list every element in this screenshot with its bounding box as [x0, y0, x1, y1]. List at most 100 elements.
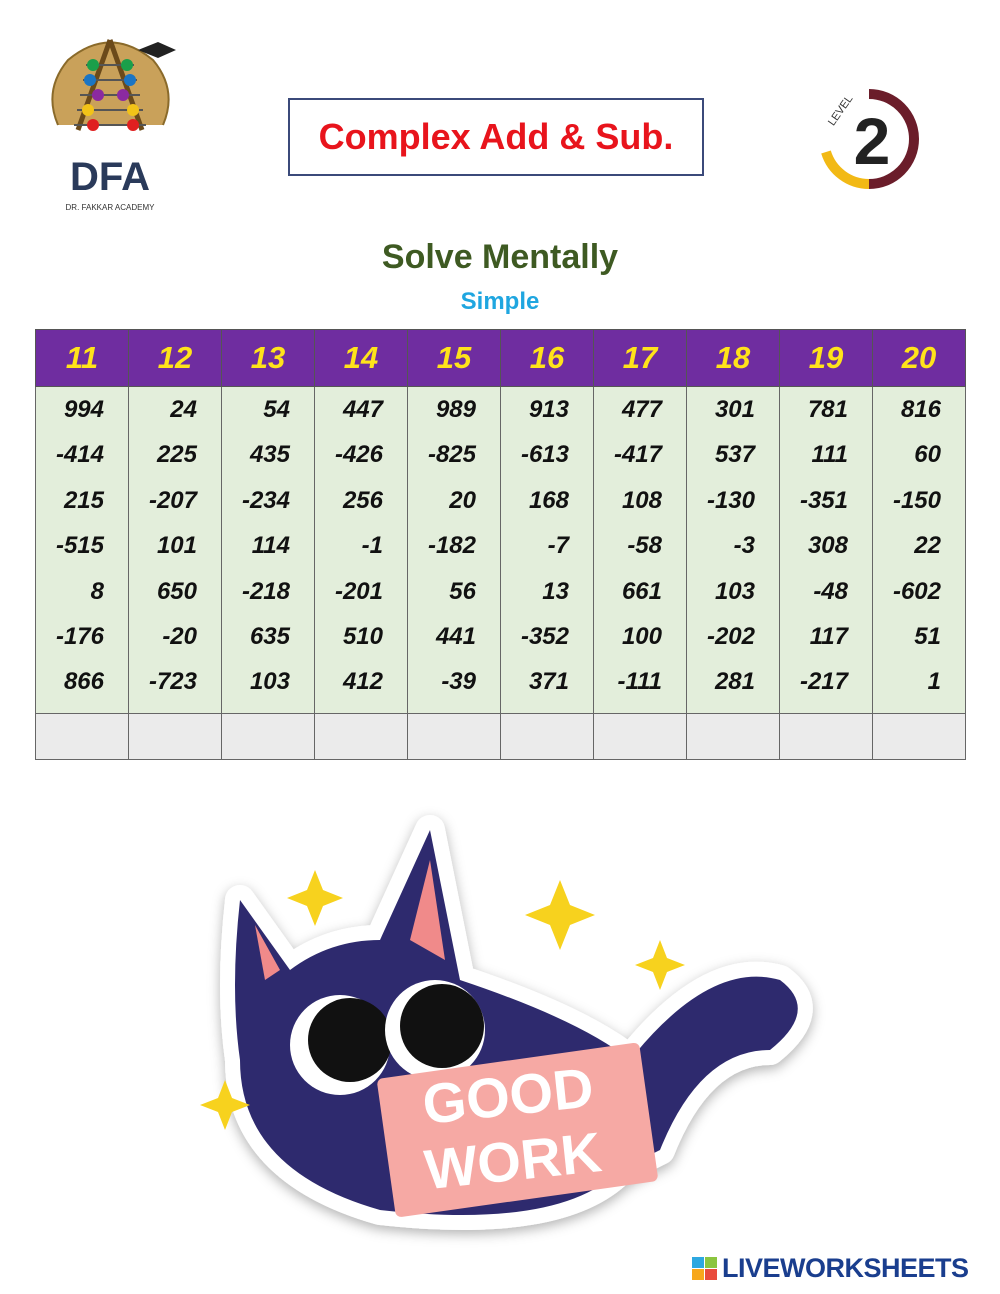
problem-number: 301	[714, 396, 755, 423]
problem-number: 56	[449, 577, 476, 605]
problem-column: 477 -417 108 -58 661 100 -111	[593, 386, 687, 714]
problem-column: 301 537 -130 -3 103 -202 281	[686, 386, 780, 714]
problem-column: 24 225 -207 101 650 -20 -723	[128, 386, 222, 714]
answer-input[interactable]	[315, 713, 407, 759]
problems-table: 11 12 13 14 15 16 17 18 19 20 994 -414 215 -515 8 -176…	[35, 329, 966, 760]
problem-number: 661	[621, 577, 662, 605]
answer-input[interactable]	[780, 713, 872, 759]
svg-text:DFA: DFA	[70, 155, 150, 199]
problem-number: 103	[714, 577, 755, 605]
good-work-cat-sticker: GOOD WORK	[180, 790, 840, 1250]
problem-number: 447	[342, 396, 383, 423]
problem-number: 412	[342, 668, 383, 696]
problem-number: 308	[807, 532, 848, 560]
column-header: 11	[35, 329, 129, 387]
problem-number: 225	[156, 441, 197, 469]
answer-cell[interactable]	[686, 712, 780, 760]
problem-number: 989	[435, 396, 476, 423]
answer-cell[interactable]	[35, 712, 129, 760]
problem-number: -3	[733, 532, 755, 560]
problem-column: 994 -414 215 -515 8 -176 866	[35, 386, 129, 714]
problem-number: -48	[813, 577, 848, 605]
problem-number: -130	[706, 486, 755, 514]
svg-text:LEVEL: LEVEL	[826, 93, 855, 128]
problem-number: 103	[249, 668, 290, 696]
liveworksheets-icon	[692, 1256, 717, 1280]
answer-input[interactable]	[36, 713, 128, 759]
problem-number: 781	[807, 396, 848, 423]
problem-number: -602	[892, 577, 941, 605]
problem-number: 441	[435, 622, 476, 650]
problem-number: 281	[714, 668, 755, 696]
problem-number: -202	[706, 622, 755, 650]
problem-number: -58	[627, 532, 662, 560]
worksheet-title: Complex Add & Sub.	[288, 98, 704, 176]
problem-number: -218	[241, 577, 290, 605]
problem-number: 8	[90, 577, 104, 605]
problem-number: -182	[427, 532, 476, 560]
answer-cell[interactable]	[500, 712, 594, 760]
answer-cell[interactable]	[407, 712, 501, 760]
problem-number: 215	[63, 486, 104, 514]
problem-number: 168	[528, 486, 569, 514]
problem-column: 781 111 -351 308 -48 117 -217	[779, 386, 873, 714]
column-header: 15	[407, 329, 501, 387]
problem-number: 477	[621, 396, 662, 423]
problem-column: 913 -613 168 -7 13 -352 371	[500, 386, 594, 714]
level-badge: 2 LEVEL	[812, 82, 927, 197]
answer-cell[interactable]	[593, 712, 687, 760]
answer-cell[interactable]	[128, 712, 222, 760]
answer-input[interactable]	[129, 713, 221, 759]
problem-number: 650	[156, 577, 197, 605]
answer-cell[interactable]	[779, 712, 873, 760]
column-header: 19	[779, 329, 873, 387]
problem-number: 635	[249, 622, 290, 650]
problem-number: 994	[63, 396, 104, 423]
column-header: 13	[221, 329, 315, 387]
problem-column: 447 -426 256 -1 -201 510 412	[314, 386, 408, 714]
problem-number: 111	[811, 441, 848, 469]
problem-number: -150	[892, 486, 941, 514]
answer-cell[interactable]	[314, 712, 408, 760]
difficulty-label: Simple	[460, 288, 540, 315]
svg-text:DR. FAKKAR ACADEMY: DR. FAKKAR ACADEMY	[66, 203, 156, 212]
problem-column: 816 60 -150 22 -602 51 1	[872, 386, 966, 714]
problem-number: -414	[55, 441, 104, 469]
problem-number: -234	[241, 486, 290, 514]
column-header: 16	[500, 329, 594, 387]
column-header: 14	[314, 329, 408, 387]
problem-number: 117	[809, 622, 848, 650]
problem-number: 22	[914, 532, 941, 560]
column-header: 17	[593, 329, 687, 387]
problem-number: -613	[520, 441, 569, 469]
answer-input[interactable]	[687, 713, 779, 759]
answer-input[interactable]	[408, 713, 500, 759]
svg-text:2: 2	[854, 104, 891, 178]
problem-number: 100	[621, 622, 662, 650]
problem-number: 13	[542, 577, 569, 605]
problem-number: 510	[342, 622, 383, 650]
problem-number: -426	[334, 441, 383, 469]
problem-number: 60	[914, 441, 941, 469]
answer-cell[interactable]	[872, 712, 966, 760]
column-header: 12	[128, 329, 222, 387]
column-header: 18	[686, 329, 780, 387]
problem-number: 1	[927, 668, 941, 696]
problem-number: -201	[334, 577, 383, 605]
problem-number: -723	[148, 668, 197, 696]
problem-number: -1	[361, 532, 383, 560]
problem-number: 816	[900, 396, 941, 423]
problem-number: -20	[162, 622, 197, 650]
answer-cell[interactable]	[221, 712, 315, 760]
problem-number: 108	[621, 486, 662, 514]
answer-input[interactable]	[501, 713, 593, 759]
problem-number: 54	[263, 396, 290, 423]
column-header: 20	[872, 329, 966, 387]
problem-number: -351	[799, 486, 848, 514]
answer-input[interactable]	[222, 713, 314, 759]
liveworksheets-logo: LIVEWORKSHEETS	[692, 1253, 969, 1284]
problem-number: -39	[441, 668, 476, 696]
answer-input[interactable]	[594, 713, 686, 759]
answer-input[interactable]	[873, 713, 965, 759]
problem-number: 256	[342, 486, 383, 514]
